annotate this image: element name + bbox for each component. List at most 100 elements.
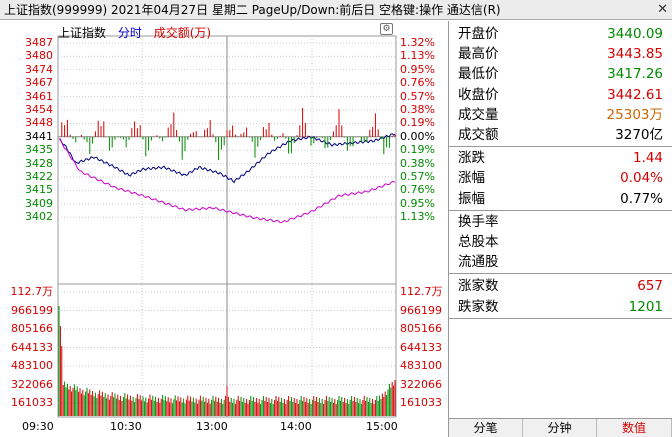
- volume-tick-left: 322066: [11, 377, 53, 391]
- volume-tick-left: 966199: [11, 303, 53, 317]
- tab-minute[interactable]: 分钟: [523, 419, 597, 437]
- price-tick-left: 3441: [25, 129, 53, 143]
- quote-label: 收盘价: [458, 86, 499, 103]
- chart-index-name: 上证指数: [58, 26, 107, 40]
- quote-row: 涨跌 1.44: [449, 148, 672, 168]
- price-tick-right: 0.19%: [400, 116, 435, 130]
- volume-tick-left: 805166: [11, 322, 53, 335]
- price-tick-right: 0.57%: [400, 170, 435, 183]
- quote-row: 最低价 3417.26: [449, 64, 672, 84]
- volume-tick-right: 805166: [400, 322, 442, 335]
- quote-panel: 开盘价 3440.09 最高价 3443.85 最低价 3417.26 收盘价 3442.61…: [448, 21, 672, 418]
- volume-tick-left: 161033: [11, 396, 53, 409]
- quote-value: 3443.85: [607, 46, 663, 63]
- price-tick-right: 1.13%: [400, 210, 435, 224]
- volume-tick-right: 112.7万: [400, 285, 443, 298]
- quote-label: 流通股: [458, 254, 499, 271]
- price-tick-right: 0.38%: [400, 103, 435, 116]
- quote-label: 成交额: [458, 127, 499, 143]
- quote-value: 3417.26: [607, 66, 663, 83]
- quote-row: 跌家数 1201: [449, 297, 672, 317]
- chart-header: 上证指数 分时 成交额(万): [58, 24, 219, 41]
- quote-value: 0.04%: [620, 170, 663, 187]
- quote-label: 成交量: [458, 106, 499, 123]
- price-tick-left: 3402: [25, 210, 53, 224]
- price-tick-left: 3409: [25, 196, 53, 210]
- quote-label: 涨家数: [458, 278, 499, 295]
- price-tick-right: 0.57%: [400, 89, 435, 103]
- price-line: [58, 133, 396, 184]
- price-tick-left: 3415: [25, 183, 53, 197]
- price-tick-left: 3467: [25, 76, 53, 90]
- quote-label: 跌家数: [458, 298, 499, 315]
- quote-value: 3442.61: [607, 86, 663, 103]
- quote-row: 总股本: [449, 232, 672, 252]
- quote-label: 振幅: [458, 190, 485, 207]
- window-title: 上证指数(999999) 2021年04月27日 星期二 PageUp/Down…: [4, 3, 501, 17]
- price-tick-left: 3454: [25, 103, 53, 116]
- price-tick-left: 3435: [25, 143, 53, 157]
- quote-row: 涨幅 0.04%: [449, 168, 672, 188]
- volume-tick-right: 161033: [400, 396, 442, 409]
- quote-row: 开盘价 3440.09: [449, 24, 672, 44]
- quote-row: 涨家数 657: [449, 276, 672, 296]
- close-icon[interactable]: ✕: [657, 2, 668, 17]
- price-tick-right: 0.76%: [400, 76, 435, 90]
- volume-tick-right: 966199: [400, 303, 442, 317]
- volume-tick-left: 483100: [11, 359, 53, 372]
- quote-value: 25303万: [606, 106, 663, 123]
- panel-divider: [449, 317, 672, 319]
- quote-row: 成交量 25303万: [449, 105, 672, 125]
- time-tick: 09:30: [22, 420, 54, 433]
- price-tick-left: 3422: [25, 170, 53, 183]
- quote-label: 总股本: [458, 234, 499, 250]
- panel-divider: [449, 273, 672, 275]
- gear-icon[interactable]: ⚙: [380, 23, 393, 35]
- quote-row: 收盘价 3442.61: [449, 85, 672, 105]
- price-tick-left: 3474: [25, 62, 53, 76]
- price-tick-right: 0.38%: [400, 156, 435, 170]
- price-tick-right: 1.13%: [400, 49, 435, 63]
- time-tick: 15:00: [366, 420, 398, 433]
- price-tick-left: 3461: [25, 89, 53, 103]
- quote-value: 657: [637, 278, 663, 295]
- price-tick-right: 0.76%: [400, 183, 435, 197]
- quote-label: 涨幅: [458, 170, 485, 187]
- quote-value: 0.77%: [620, 190, 663, 207]
- quote-value: 1.44: [632, 150, 663, 167]
- volume-tick-right: 322066: [400, 377, 442, 391]
- quote-label: 最高价: [458, 46, 499, 63]
- quote-row: 成交额 3270亿: [449, 125, 672, 145]
- tab-values[interactable]: 数值: [597, 419, 672, 437]
- price-tick-left: 3480: [25, 49, 53, 63]
- time-tick: 13:00: [196, 420, 228, 433]
- panel-divider: [449, 209, 672, 211]
- intraday-chart[interactable]: [0, 0, 446, 437]
- time-tick: 10:30: [110, 420, 142, 433]
- quote-value: 3270亿: [615, 127, 663, 143]
- price-tick-left: 3428: [25, 156, 53, 170]
- quote-label: 涨跌: [458, 150, 485, 167]
- window-title-bar: 上证指数(999999) 2021年04月27日 星期二 PageUp/Down…: [0, 0, 672, 20]
- quote-label: 最低价: [458, 66, 499, 83]
- chart-volume-label: 成交额(万): [153, 26, 212, 40]
- bottom-tabs: 分笔 分钟 数值: [448, 418, 672, 437]
- quote-row: 最高价 3443.85: [449, 44, 672, 64]
- price-tick-left: 3487: [25, 36, 53, 49]
- average-line: [58, 138, 396, 224]
- volume-tick-left: 112.7万: [10, 285, 54, 298]
- quote-row: 振幅 0.77%: [449, 189, 672, 209]
- volume-tick-left: 644133: [11, 340, 53, 354]
- quote-label: 换手率: [458, 213, 499, 230]
- price-tick-right: 0.95%: [400, 196, 435, 210]
- quote-label: 开盘价: [458, 26, 499, 42]
- chart-mode-label[interactable]: 分时: [117, 26, 142, 40]
- panel-divider: [449, 146, 672, 148]
- price-tick-right: 0.95%: [400, 62, 435, 76]
- quote-value: 1201: [628, 298, 663, 315]
- volume-tick-right: 644133: [400, 340, 442, 354]
- quote-value: 3440.09: [607, 26, 663, 42]
- tab-ticks[interactable]: 分笔: [449, 419, 523, 437]
- price-tick-left: 3448: [25, 116, 53, 130]
- price-tick-right: 0.00%: [400, 129, 435, 143]
